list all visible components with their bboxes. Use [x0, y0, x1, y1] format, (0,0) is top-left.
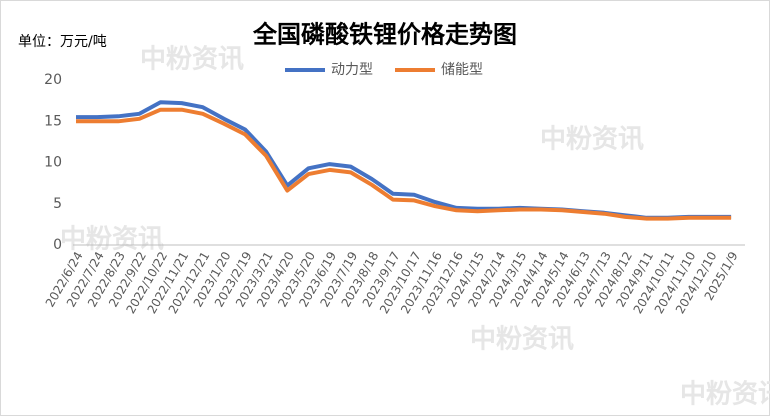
y-tick-label: 10 [44, 155, 62, 171]
legend-label: 储能型 [441, 62, 483, 78]
watermark: 中粉资讯 [60, 225, 164, 255]
y-tick-label: 5 [53, 196, 62, 212]
watermark: 中粉资讯 [680, 380, 770, 410]
series-line [76, 107, 732, 221]
watermark: 中粉资讯 [470, 325, 574, 355]
y-tick-label: 15 [44, 113, 62, 129]
y-tick-label: 0 [53, 237, 62, 253]
legend-label: 动力型 [331, 62, 373, 78]
unit-label: 单位：万元/吨 [18, 34, 107, 50]
watermark: 中粉资讯 [140, 45, 244, 75]
watermark: 中粉资讯 [540, 125, 644, 155]
chart-title: 全国磷酸铁锂价格走势图 [252, 20, 517, 49]
y-tick-label: 20 [44, 72, 62, 88]
